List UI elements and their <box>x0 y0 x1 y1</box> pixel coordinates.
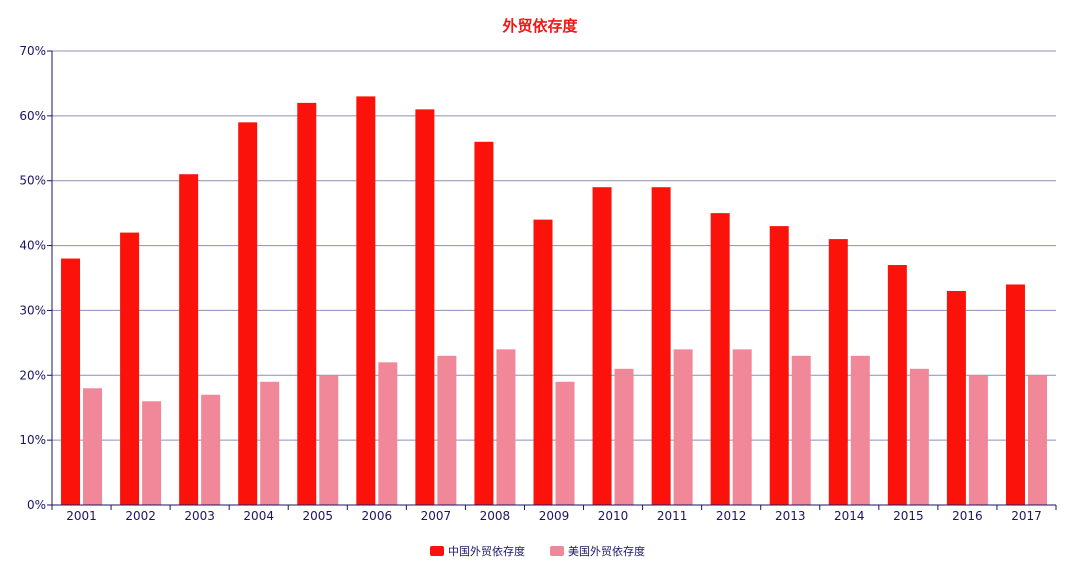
bar-china <box>415 109 435 505</box>
y-axis-ticks: 0% 10% 20% 30% 40% 50% 60% 70% <box>19 44 52 512</box>
bar-china <box>710 213 730 505</box>
bar-usa <box>555 381 575 505</box>
x-tick-label: 2014 <box>834 509 865 523</box>
x-tick-label: 2009 <box>539 509 570 523</box>
x-tick-label: 2017 <box>1011 509 1042 523</box>
legend: 中国外贸依存度 美国外贸依存度 <box>430 544 645 558</box>
bar-china <box>651 187 671 505</box>
bar-usa <box>260 381 280 505</box>
bar-china <box>887 265 907 505</box>
x-tick-label: 2001 <box>66 509 97 523</box>
grid-lines <box>52 50 1056 441</box>
x-tick-label: 2015 <box>893 509 924 523</box>
x-tick-label: 2010 <box>598 509 629 523</box>
y-tick-label: 20% <box>19 368 46 382</box>
legend-swatch-usa <box>550 546 564 556</box>
bar-china <box>533 219 553 505</box>
bar-china <box>592 187 612 505</box>
x-tick-label: 2004 <box>243 509 274 523</box>
bar-china <box>61 258 81 505</box>
x-tick-label: 2005 <box>302 509 333 523</box>
bar-usa <box>850 355 870 505</box>
bar-china <box>769 226 789 505</box>
bar-usa <box>142 401 162 505</box>
bar-china <box>120 232 140 505</box>
bar-usa <box>496 349 516 505</box>
bar-usa <box>673 349 693 505</box>
x-axis-ticks: 2001 2002 2003 2004 2005 2006 2007 2008 2009 2010… <box>51 505 1057 523</box>
y-tick-label: 30% <box>19 303 46 317</box>
x-tick-label: 2013 <box>775 509 806 523</box>
bar-usa <box>791 355 811 505</box>
bar-china <box>474 141 494 506</box>
bar-usa <box>1027 375 1047 505</box>
x-tick-label: 2002 <box>125 509 156 523</box>
x-tick-label: 2003 <box>184 509 215 523</box>
bar-usa <box>378 362 398 505</box>
bar-usa <box>732 349 752 505</box>
bar-china <box>356 96 376 506</box>
bar-usa <box>319 375 339 505</box>
bar-china <box>828 239 848 506</box>
bar-china <box>297 102 317 505</box>
y-tick-label: 10% <box>19 433 46 447</box>
bar-usa <box>201 394 221 505</box>
x-tick-label: 2011 <box>657 509 688 523</box>
y-tick-label: 70% <box>19 44 46 58</box>
bar-usa <box>909 368 929 505</box>
y-tick-label: 60% <box>19 109 46 123</box>
bar-usa <box>437 355 457 505</box>
bar-china <box>946 290 966 505</box>
legend-label-usa: 美国外贸依存度 <box>568 544 645 558</box>
bar-usa <box>614 368 634 505</box>
bar-usa <box>968 375 988 505</box>
x-tick-label: 2007 <box>421 509 452 523</box>
bar-usa <box>83 388 103 505</box>
x-tick-label: 2008 <box>480 509 511 523</box>
x-tick-label: 2006 <box>362 509 393 523</box>
legend-label-china: 中国外贸依存度 <box>448 544 525 558</box>
bar-china <box>238 122 258 505</box>
y-tick-label: 0% <box>27 498 46 512</box>
y-tick-label: 40% <box>19 239 46 253</box>
x-tick-label: 2012 <box>716 509 747 523</box>
bar-china <box>179 174 199 505</box>
bar-china <box>1005 284 1025 505</box>
chart-title: 外贸依存度 <box>501 17 578 35</box>
bars-layer <box>61 96 1047 506</box>
y-tick-label: 50% <box>19 174 46 188</box>
legend-swatch-china <box>430 546 444 556</box>
x-tick-label: 2016 <box>952 509 983 523</box>
